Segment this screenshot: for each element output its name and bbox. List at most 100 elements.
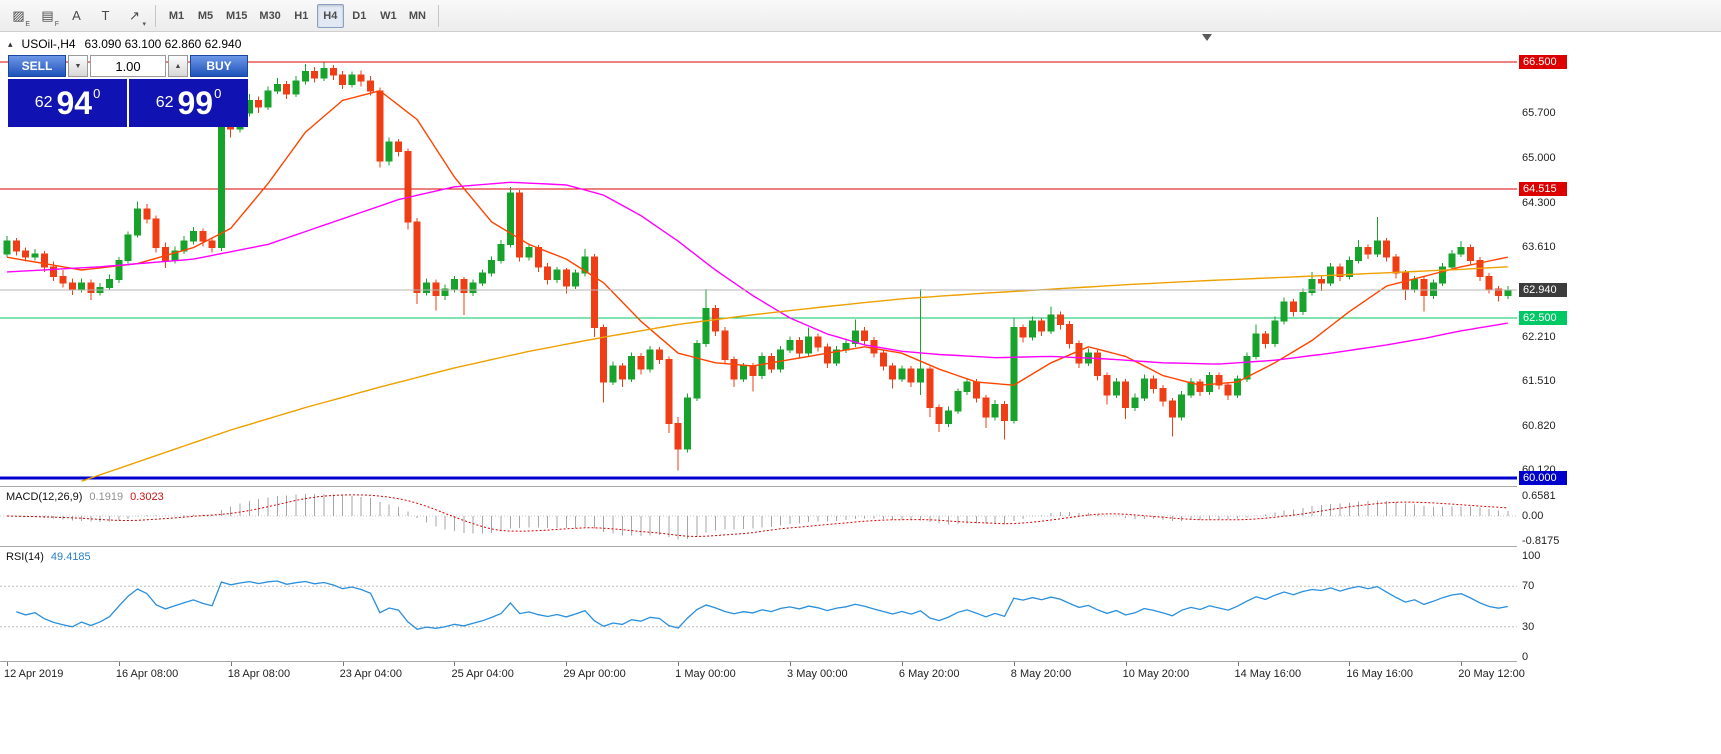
ask-prefix: 62 [155, 94, 174, 111]
timeframe-m15[interactable]: M15 [221, 4, 252, 28]
timeframes-group: M1 M5 M15 M30 H1 H4 D1 W1 MN [162, 3, 432, 28]
chart-shift-marker[interactable] [1202, 34, 1212, 41]
ask-pips: 99 [177, 85, 214, 121]
price-level-badge: 62.500 [1519, 311, 1567, 325]
timeframe-d1[interactable]: D1 [346, 4, 373, 28]
time-axis-label: 1 May 00:00 [675, 668, 736, 680]
ohlc-values: 63.090 63.100 62.860 62.940 [84, 37, 242, 51]
price-axis[interactable]: 65.700 65.000 64.300 63.610 62.210 61.510 60.8… [1517, 32, 1721, 686]
time-axis-label: 20 May 12:00 [1458, 668, 1525, 680]
time-axis-label: 10 May 20:00 [1122, 668, 1190, 680]
ask-point: 0 [214, 86, 222, 101]
time-axis-tick [118, 662, 120, 666]
bid-prefix: 62 [34, 94, 53, 111]
time-axis-tick [1013, 662, 1015, 666]
equidistant-channel-tool[interactable]: ▨ E [5, 4, 32, 28]
time-axis-tick [1237, 662, 1239, 666]
trade-panel-toggle-icon[interactable]: ▴ [8, 38, 13, 49]
price-axis-tick: 62.210 [1522, 330, 1556, 343]
timeframe-w1[interactable]: W1 [375, 4, 402, 28]
price-level-badge: 66.500 [1519, 55, 1567, 69]
time-axis-label: 18 Apr 08:00 [227, 668, 291, 680]
price-axis-tick: 61.510 [1522, 375, 1556, 388]
timeframe-m1[interactable]: M1 [163, 4, 190, 28]
time-axis-label: 6 May 20:00 [898, 668, 960, 680]
text-icon: A [72, 8, 81, 23]
panel-separator[interactable] [0, 546, 1721, 547]
time-axis-tick [342, 662, 344, 666]
time-axis-label: 16 Apr 08:00 [115, 668, 179, 680]
price-level-badge: 60.000 [1519, 471, 1567, 485]
toolbar-separator [437, 4, 439, 27]
tool-badge: ▾ [142, 20, 146, 28]
macd-title: MACD(12,26,9) [6, 491, 83, 503]
time-axis-tick [7, 662, 8, 666]
equidistant-channel-icon: ▨ [12, 7, 25, 23]
timeframe-m30[interactable]: M30 [254, 4, 285, 28]
bid-price-display[interactable]: 62 94 0 [8, 79, 127, 127]
time-axis-tick [1349, 662, 1351, 666]
price-level-badge: 62.940 [1519, 282, 1567, 297]
time-axis-tick [1125, 662, 1127, 666]
volume-down-button[interactable]: ▼ [68, 55, 88, 77]
tool-badge: E [25, 20, 30, 28]
price-axis-tick: 60.820 [1522, 419, 1556, 432]
label-tool[interactable]: T [92, 4, 119, 28]
text-tool[interactable]: A [63, 4, 90, 28]
timeframe-h4[interactable]: H4 [316, 3, 344, 28]
price-axis-tick: 65.700 [1522, 107, 1556, 120]
toolbar: ▨ E ▤ F A T ↗ ▾ M1 M5 M15 M30 H1 H4 D1 W1 MN [0, 0, 1721, 32]
price-axis-tick: 63.610 [1522, 240, 1556, 253]
timeframe-h1[interactable]: H1 [288, 4, 315, 28]
rsi-scale-label: 0 [1522, 651, 1529, 663]
time-axis-tick [901, 662, 903, 666]
macd-scale-label: 0.00 [1522, 510, 1544, 522]
rsi-title: RSI(14) [6, 551, 44, 563]
macd-main-value: 0.1919 [89, 491, 124, 503]
arrows-tool[interactable]: ↗ ▾ [121, 4, 148, 28]
price-axis-tick: 64.300 [1522, 196, 1556, 209]
time-axis-tick [790, 662, 792, 666]
one-click-trading-panel: SELL ▼ 1.00 ▲ BUY 62 94 0 62 99 0 [8, 55, 248, 127]
macd-scale-label: 0.6581 [1522, 489, 1556, 502]
bid-pips: 94 [56, 85, 93, 121]
fibonacci-retracement-icon: ▤ [41, 7, 54, 23]
time-axis-tick [454, 662, 456, 666]
line-studies-group: ▨ E ▤ F A T ↗ ▾ [4, 4, 149, 28]
fibonacci-retracement-tool[interactable]: ▤ F [34, 4, 61, 28]
toolbar-separator [155, 4, 156, 27]
ask-price-display[interactable]: 62 99 0 [129, 79, 248, 127]
time-axis-tick [1461, 662, 1463, 666]
timeframe-m5[interactable]: M5 [192, 4, 219, 28]
rsi-scale-label: 30 [1522, 620, 1535, 633]
macd-scale-label: -0.8175 [1522, 534, 1560, 547]
rsi-indicator-canvas[interactable] [0, 547, 1517, 661]
tool-badge: F [54, 20, 59, 28]
time-axis-label: 12 Apr 2019 [4, 668, 64, 680]
rsi-scale-label: 70 [1522, 580, 1535, 593]
timeframe-mn[interactable]: MN [404, 4, 431, 28]
symbol-info-line: ▴ USOil-,H4 63.090 63.100 62.860 62.940 [8, 37, 241, 51]
panel-separator [0, 661, 1721, 662]
volume-input[interactable]: 1.00 [90, 55, 166, 77]
buy-button[interactable]: BUY [190, 55, 248, 77]
sell-button[interactable]: SELL [8, 55, 66, 77]
time-axis-label: 16 May 16:00 [1346, 668, 1414, 680]
rsi-value: 49.4185 [50, 551, 91, 563]
label-icon: T [101, 8, 110, 23]
rsi-scale-label: 100 [1522, 550, 1541, 562]
price-level-badge: 64.515 [1519, 182, 1567, 197]
volume-up-button[interactable]: ▲ [168, 55, 188, 77]
macd-indicator-canvas[interactable] [0, 487, 1517, 546]
time-axis[interactable]: 12 Apr 2019 16 Apr 08:00 18 Apr 08:00 23 Ap… [0, 662, 1525, 686]
price-chart-canvas[interactable] [0, 32, 1517, 486]
time-axis-label: 23 Apr 04:00 [339, 668, 402, 680]
time-axis-tick [678, 662, 680, 666]
bid-point: 0 [93, 86, 101, 101]
macd-signal-value: 0.3023 [130, 491, 164, 503]
time-axis-label: 3 May 00:00 [787, 668, 848, 680]
price-axis-tick: 65.000 [1522, 152, 1556, 164]
panel-separator[interactable] [0, 486, 1721, 487]
arrows-icon: ↗ [129, 7, 140, 23]
